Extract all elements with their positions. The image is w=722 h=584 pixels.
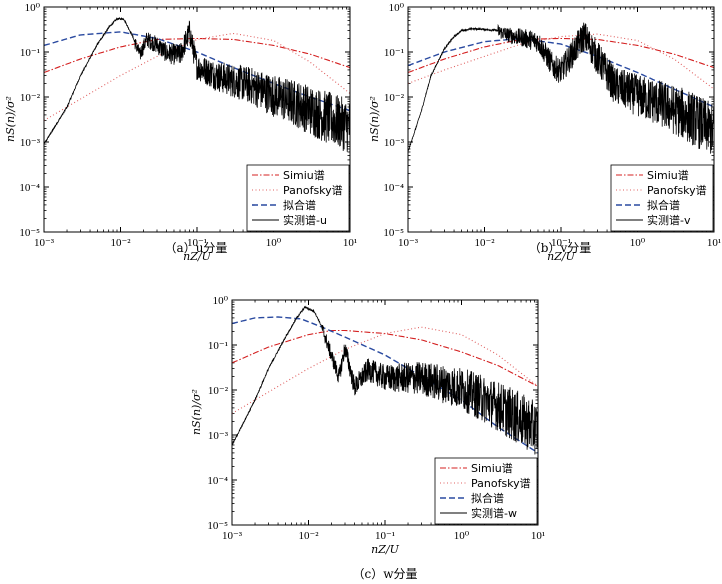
series-line-1 bbox=[44, 32, 350, 121]
y-tick-label: 10⁰ bbox=[213, 295, 229, 307]
y-tick-label: 10⁻⁴ bbox=[207, 475, 228, 487]
x-tick-label: 10⁰ bbox=[454, 530, 470, 542]
legend-label-0: Simiu谱 bbox=[647, 168, 689, 182]
y-tick-label: 10⁻³ bbox=[384, 137, 405, 149]
y-tick-label: 10⁻⁵ bbox=[207, 520, 228, 532]
y-tick-label: 10⁻⁴ bbox=[383, 182, 404, 194]
y-tick-label: 10⁰ bbox=[25, 2, 41, 14]
series-line-0 bbox=[44, 37, 350, 74]
x-axis-label: nZ/U bbox=[183, 250, 211, 263]
x-axis-label: nZ/U bbox=[547, 250, 575, 263]
series-line-2 bbox=[408, 37, 714, 108]
x-tick-label: 10⁻³ bbox=[34, 237, 55, 249]
x-tick-label: 10¹ bbox=[531, 530, 545, 542]
legend-label-1: Panofsky谱 bbox=[647, 183, 707, 197]
series-line-2 bbox=[232, 316, 538, 454]
legend-label-3: 实测谱-w bbox=[471, 506, 517, 520]
plot-frame bbox=[43, 6, 351, 233]
chart-panel-b: 10⁻³ 10⁻² 10⁻¹ 10⁰ 10¹ 10⁻⁵ 10⁻⁴ 10⁻³ 10⁻² 10⁻¹ 10… bbox=[368, 2, 721, 263]
y-tick-label: 10⁻¹ bbox=[20, 47, 40, 59]
series-line-3 bbox=[232, 305, 538, 455]
legend-label-0: Simiu谱 bbox=[471, 461, 513, 475]
y-tick-label: 10⁻¹ bbox=[208, 340, 228, 352]
chart-panel-c: 10⁻³ 10⁻² 10⁻¹ 10⁰ 10¹ 10⁻⁵ 10⁻⁴ 10⁻³ 10⁻² 10⁻¹ 10… bbox=[190, 295, 545, 581]
x-tick-label: 10⁻¹ bbox=[187, 237, 207, 249]
x-tick-label: 10⁻¹ bbox=[375, 530, 395, 542]
legend-label-2: 拟合谱 bbox=[647, 198, 680, 212]
x-tick-label: 10¹ bbox=[707, 237, 721, 249]
y-axis-label: nS(n)/σ² bbox=[368, 96, 381, 142]
series-line-2 bbox=[44, 31, 350, 112]
x-tick-label: 10⁻¹ bbox=[551, 237, 571, 249]
panel-caption: （a）u分量 bbox=[165, 241, 228, 255]
legend-label-1: Panofsky谱 bbox=[471, 476, 531, 490]
x-tick-label: 10⁻² bbox=[298, 530, 319, 542]
panel-caption: （c）w分量 bbox=[353, 567, 418, 581]
x-tick-label: 10¹ bbox=[343, 237, 357, 249]
legend-label-3: 实测谱-u bbox=[283, 213, 327, 227]
y-tick-label: 10⁻² bbox=[208, 385, 229, 397]
y-tick-label: 10⁻⁵ bbox=[383, 227, 404, 239]
x-tick-label: 10⁻³ bbox=[398, 237, 419, 249]
series-line-3 bbox=[44, 16, 350, 152]
y-axis-label: nS(n)/σ² bbox=[190, 389, 203, 435]
legend-label-2: 拟合谱 bbox=[471, 491, 504, 505]
legend-label-1: Panofsky谱 bbox=[283, 183, 343, 197]
series-line-1 bbox=[408, 33, 714, 90]
legend-label-3: 实测谱-v bbox=[647, 213, 691, 227]
y-tick-label: 10⁻³ bbox=[20, 137, 41, 149]
plot-frame bbox=[407, 6, 715, 233]
x-tick-label: 10⁰ bbox=[630, 237, 646, 249]
y-tick-label: 10⁻³ bbox=[208, 430, 229, 442]
x-tick-label: 10⁻² bbox=[474, 237, 495, 249]
series-line-0 bbox=[408, 37, 714, 74]
x-tick-label: 10⁻³ bbox=[222, 530, 243, 542]
y-tick-label: 10⁰ bbox=[389, 2, 405, 14]
y-axis-label: nS(n)/σ² bbox=[4, 96, 17, 142]
y-tick-label: 10⁻¹ bbox=[384, 47, 404, 59]
x-tick-label: 10⁻² bbox=[110, 237, 131, 249]
legend-label-0: Simiu谱 bbox=[283, 168, 325, 182]
legend-label-2: 拟合谱 bbox=[283, 198, 316, 212]
series-line-3 bbox=[408, 22, 714, 154]
x-axis-label: nZ/U bbox=[371, 543, 399, 556]
panel-caption: （b）v分量 bbox=[529, 241, 591, 255]
x-tick-label: 10⁰ bbox=[266, 237, 282, 249]
plot-frame bbox=[231, 299, 539, 526]
y-tick-label: 10⁻² bbox=[20, 92, 41, 104]
y-tick-label: 10⁻⁴ bbox=[19, 182, 40, 194]
y-tick-label: 10⁻² bbox=[384, 92, 405, 104]
y-tick-label: 10⁻⁵ bbox=[19, 227, 40, 239]
chart-panel-a: 10⁻³ 10⁻² 10⁻¹ 10⁰ 10¹ 10⁻⁵ 10⁻⁴ 10⁻³ 10⁻² 10⁻¹ 10… bbox=[4, 2, 357, 263]
